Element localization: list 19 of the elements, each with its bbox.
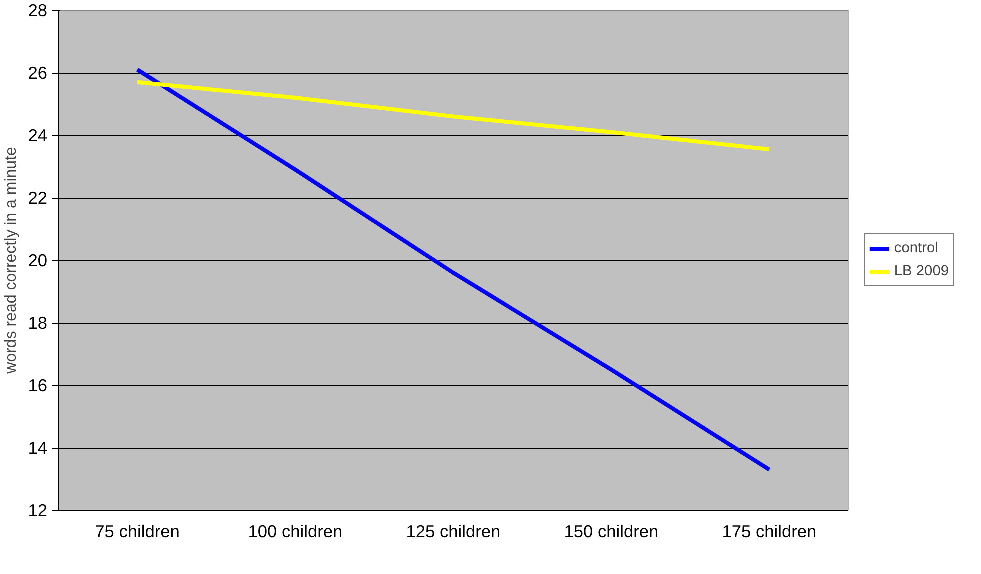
x-tick-label: 125 children [406, 522, 501, 542]
y-tick-label: 12 [28, 500, 48, 520]
x-tick-label: 100 children [248, 522, 343, 542]
y-tick-label: 24 [28, 126, 48, 146]
x-tick-label: 150 children [564, 522, 659, 542]
x-tick-label: 175 children [722, 522, 817, 542]
y-tick-label: 20 [28, 250, 48, 270]
y-axis-title: words read correctly in a minute [3, 147, 20, 375]
x-tick-label: 75 children [95, 522, 180, 542]
line-series [136, 68, 772, 472]
y-tick-label: 26 [28, 63, 48, 83]
y-tick-label: 16 [28, 376, 48, 396]
y-tick-label: 18 [28, 313, 48, 333]
y-tick-label: 22 [28, 188, 48, 208]
y-tick-label: 28 [28, 0, 48, 20]
legend-label: control [894, 240, 938, 256]
line-series [136, 80, 772, 152]
y-tick-label: 14 [28, 438, 48, 458]
legend-label: LB 2009 [894, 264, 949, 280]
